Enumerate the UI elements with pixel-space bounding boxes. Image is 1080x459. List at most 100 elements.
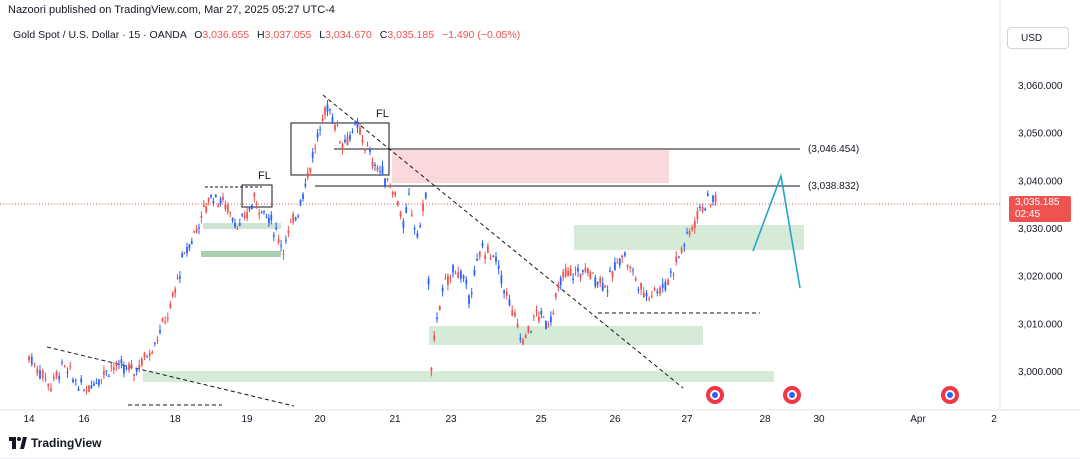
- high-label: H: [257, 29, 265, 41]
- candle-body: [159, 330, 161, 333]
- candle-body: [542, 316, 545, 318]
- candle-body: [100, 379, 103, 381]
- candle-body: [609, 270, 611, 273]
- candle-body: [514, 312, 516, 316]
- candle-body: [30, 356, 33, 365]
- candle-body: [88, 385, 90, 392]
- x-tick-label: 20: [314, 414, 326, 425]
- candle-body: [90, 385, 93, 389]
- candle-body: [289, 222, 292, 224]
- candle-body: [110, 365, 113, 367]
- candle-body: [354, 124, 356, 126]
- candle-body: [470, 292, 473, 294]
- fl-box-large[interactable]: [290, 122, 390, 176]
- low-value: 3,034.670: [325, 29, 372, 41]
- candle-body: [379, 171, 381, 173]
- candle-body: [268, 217, 270, 223]
- us-flag-event-icon[interactable]: [783, 386, 801, 404]
- candle-body: [361, 139, 364, 143]
- candle-body: [516, 323, 519, 328]
- candle-body: [618, 258, 621, 265]
- descending-trendline[interactable]: [322, 94, 684, 389]
- x-tick-label: 14: [23, 414, 35, 425]
- candle-body: [229, 212, 232, 214]
- candle-body: [532, 315, 535, 317]
- candle-body: [207, 198, 210, 202]
- candles-layer: [28, 100, 717, 395]
- candle-body: [468, 295, 470, 305]
- candle-body: [381, 166, 384, 174]
- candle-body: [138, 364, 141, 369]
- old-trendline[interactable]: [46, 346, 295, 407]
- projection-path[interactable]: [752, 172, 801, 289]
- candle-body: [457, 271, 460, 279]
- candle-body: [497, 265, 500, 269]
- candle-body: [436, 317, 438, 320]
- candle-body: [255, 203, 258, 205]
- candle-body: [356, 121, 359, 128]
- candle-body: [557, 284, 560, 288]
- candle-body: [500, 275, 503, 284]
- candle-body: [205, 206, 208, 212]
- x-tick-label: 21: [389, 414, 401, 425]
- candle-body: [478, 251, 481, 257]
- candle-body: [626, 264, 629, 267]
- tradingview-logo[interactable]: TradingView: [9, 436, 101, 450]
- close-value: 3,035.185: [387, 29, 435, 41]
- demand-zone-small-2: [201, 251, 281, 257]
- candle-body: [569, 268, 572, 276]
- candle-body: [52, 376, 55, 379]
- us-flag-event-icon[interactable]: [706, 386, 724, 404]
- us-flag-event-icon[interactable]: [941, 386, 959, 404]
- candle-body: [287, 230, 290, 233]
- currency-button[interactable]: USD: [1007, 27, 1069, 49]
- candle-body: [699, 207, 701, 208]
- candle-body: [39, 370, 41, 379]
- candle-body: [195, 228, 198, 233]
- candle-body: [219, 198, 222, 204]
- candle-body: [69, 366, 72, 368]
- candle-body: [166, 317, 169, 320]
- candle-body: [374, 164, 376, 166]
- candle-body: [427, 278, 430, 285]
- candle-body: [50, 388, 52, 391]
- current-price-tag: 3,035.185 02:45: [1009, 196, 1071, 222]
- candle-body: [33, 363, 36, 365]
- current-price-value: 3,035.185: [1015, 197, 1060, 208]
- candle-body: [316, 133, 319, 138]
- candle-body: [224, 204, 227, 210]
- candle-body: [174, 288, 177, 293]
- candle-body: [433, 335, 436, 340]
- y-tick-label: 3,000.000: [1018, 367, 1063, 378]
- candle-body: [346, 136, 349, 146]
- candle-body: [683, 244, 686, 247]
- candle-body: [696, 211, 699, 220]
- candle-body: [302, 194, 304, 199]
- candle-body: [334, 125, 336, 130]
- time-axis[interactable]: 14 16 18 19 20 21 23 25 26 27 28 30 Apr 2: [23, 414, 997, 425]
- candle-body: [183, 253, 186, 255]
- candle-body: [554, 293, 557, 298]
- candle-body: [489, 258, 492, 260]
- candle-body: [410, 214, 413, 216]
- candle-body: [299, 200, 302, 206]
- candle-body: [107, 375, 110, 377]
- candle-body: [28, 356, 30, 361]
- candle-body: [36, 368, 39, 374]
- candle-body: [329, 109, 331, 111]
- candle-body: [454, 273, 457, 275]
- x-tick-label: 19: [241, 414, 253, 425]
- candle-body: [292, 213, 295, 223]
- price-axis[interactable]: 3,060.000 3,050.000 3,040.000 3,030.000 3,02…: [1018, 81, 1063, 378]
- candle-body: [55, 371, 58, 377]
- x-tick-label: 16: [78, 414, 90, 425]
- symbol-name[interactable]: Gold Spot / U.S. Dollar · 15 · OANDA: [13, 29, 187, 41]
- candle-body: [217, 204, 220, 207]
- candle-body: [487, 245, 489, 253]
- candle-body: [582, 270, 584, 272]
- candle-body: [120, 359, 123, 364]
- candle-body: [265, 216, 268, 218]
- candle-body: [130, 363, 133, 369]
- y-tick-label: 3,030.000: [1018, 224, 1063, 235]
